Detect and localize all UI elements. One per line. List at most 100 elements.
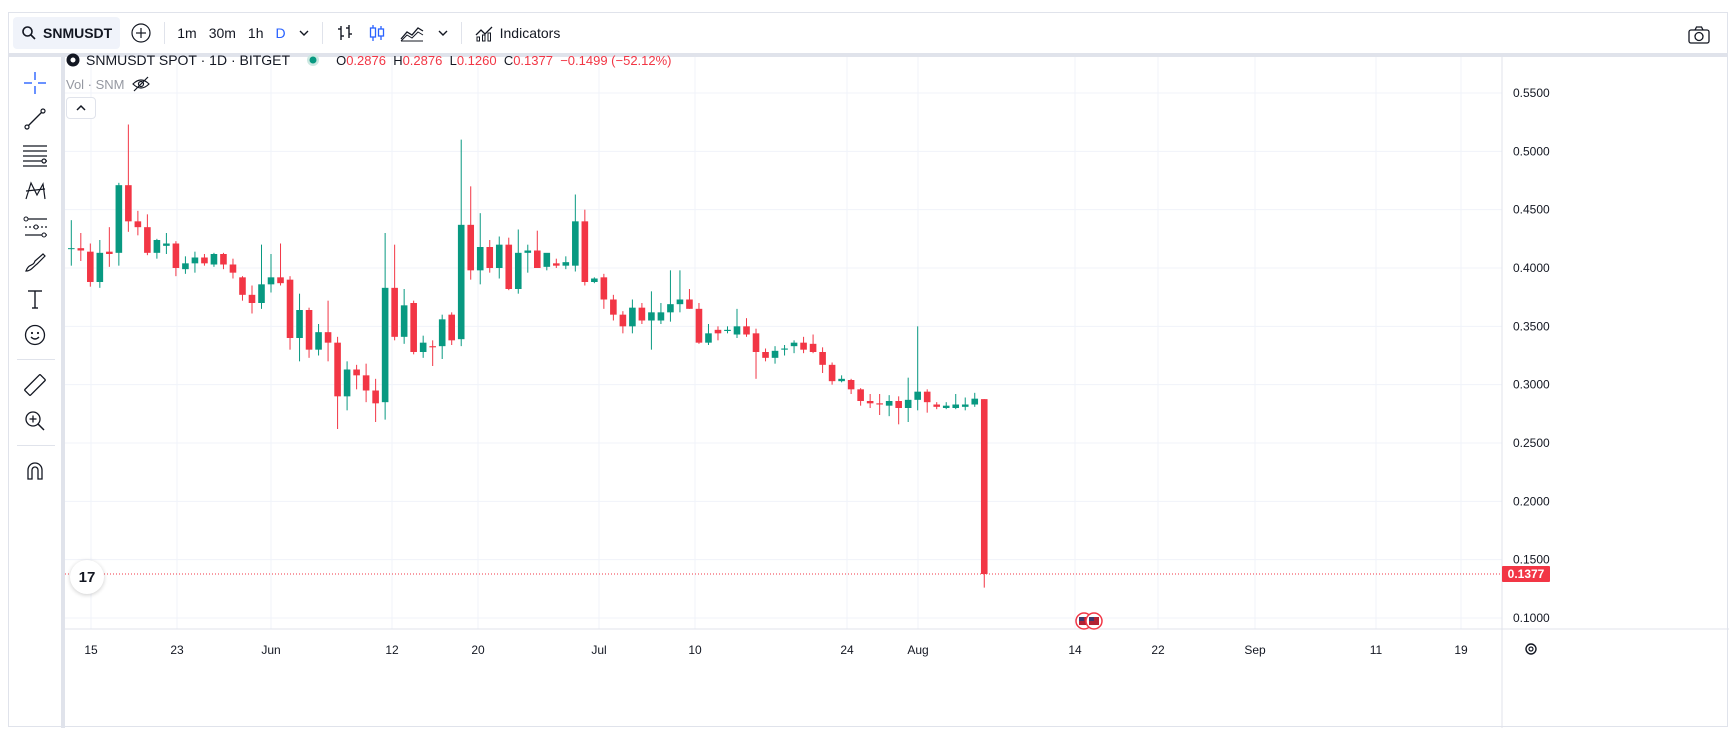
candle-body <box>163 243 170 246</box>
candles-button[interactable] <box>361 17 393 49</box>
candle-body <box>600 277 608 300</box>
text-tool[interactable] <box>21 285 49 313</box>
candle-body <box>324 332 332 343</box>
interval-1h[interactable]: 1h <box>247 25 264 41</box>
ruler-tool[interactable] <box>21 371 49 399</box>
candle-body <box>353 369 360 376</box>
candle-body <box>752 333 760 352</box>
x-tick-label: 20 <box>471 643 485 657</box>
candle-body <box>267 277 275 285</box>
volume-legend: Vol · SNM <box>66 76 151 92</box>
candle-body <box>638 307 646 321</box>
projection-tool[interactable] <box>21 213 49 241</box>
candle-body <box>876 403 883 405</box>
candle-body <box>714 329 722 334</box>
x-tick-label: 24 <box>840 643 854 657</box>
pattern-tool[interactable] <box>21 177 49 205</box>
eye-off-icon[interactable] <box>131 76 151 92</box>
indicators-button[interactable]: Indicators <box>468 17 567 49</box>
chevron-down-icon <box>438 30 448 36</box>
open-label: O <box>336 52 347 68</box>
x-tick-label: Jul <box>591 643 606 657</box>
high-value: 0.2876 <box>402 52 443 68</box>
tradingview-logo[interactable]: 17 <box>70 560 104 594</box>
x-tick-label: Jun <box>261 643 280 657</box>
us-flag-icon <box>1079 617 1084 621</box>
settings-icon <box>1528 646 1534 652</box>
bar-chart-icon <box>337 25 352 40</box>
candle-body <box>885 401 893 406</box>
add-symbol-button[interactable] <box>124 17 158 49</box>
candle-body <box>743 326 750 335</box>
candle-body <box>771 350 779 358</box>
last-price-badge <box>1502 566 1550 583</box>
candle-body <box>191 257 199 264</box>
y-tick-label: 0.5500 <box>1513 86 1550 100</box>
magnet-tool[interactable] <box>21 457 49 485</box>
candle-body <box>305 310 313 350</box>
close-value: 0.1377 <box>513 52 553 68</box>
chart-window: SNMUSDT 1m 30m 1h D Indicators <box>8 12 1729 728</box>
candle-body <box>343 369 351 397</box>
candle-body <box>914 391 921 400</box>
candle-body <box>610 299 617 315</box>
bar-chart-button[interactable] <box>329 17 361 49</box>
y-tick-label: 0.3500 <box>1513 319 1550 333</box>
candle-body <box>505 244 513 289</box>
candle-body <box>96 252 104 282</box>
fib-icon <box>23 145 47 167</box>
collapse-legend-button[interactable] <box>66 97 96 119</box>
high-label: H <box>393 52 403 68</box>
crosshair-icon <box>24 72 46 94</box>
candle-body <box>248 294 256 303</box>
candle-body <box>258 284 265 303</box>
zoom-in-tool[interactable] <box>21 407 49 435</box>
candle-body <box>543 252 551 267</box>
toolbar-divider <box>164 22 166 44</box>
candle-body <box>134 221 142 228</box>
candle-body <box>581 221 589 282</box>
x-tick-label: 12 <box>385 643 399 657</box>
interval-dropdown[interactable] <box>292 17 316 49</box>
trend-line-tool[interactable] <box>21 105 49 133</box>
x-tick-label: 23 <box>170 643 184 657</box>
brush-icon <box>25 253 46 272</box>
candle-body <box>277 277 284 284</box>
candle-body <box>676 299 684 305</box>
candle-body <box>800 342 807 350</box>
chart-type-dropdown[interactable] <box>431 17 455 49</box>
emoji-tool[interactable] <box>21 321 49 349</box>
chevron-up-icon <box>76 104 86 111</box>
brush-tool[interactable] <box>21 249 49 277</box>
low-value: 0.1260 <box>456 52 497 68</box>
candle-body <box>819 352 826 365</box>
candle-body <box>942 405 950 408</box>
y-tick-label: 0.1500 <box>1513 553 1550 567</box>
candle-body <box>933 404 941 407</box>
crosshair-tool[interactable] <box>21 69 49 97</box>
fib-tool[interactable] <box>21 141 49 169</box>
candle-body <box>828 364 836 382</box>
candle-body <box>657 312 665 321</box>
screenshot-button[interactable] <box>1681 19 1717 51</box>
candle-body <box>533 250 541 268</box>
candle-body <box>419 342 427 352</box>
symbol-search-button[interactable]: SNMUSDT <box>13 17 121 49</box>
candle-body <box>87 251 94 282</box>
interval-1m[interactable]: 1m <box>177 25 197 41</box>
volume-label: Vol · SNM <box>66 76 125 92</box>
interval-d[interactable]: D <box>275 25 286 41</box>
candle-body <box>495 244 503 268</box>
candle-body <box>695 308 703 343</box>
chart-pane[interactable]: 0.5500 0.5000 0.4500 0.4000 0.3500 0.3000 0.25… <box>65 57 1729 728</box>
interval-30m[interactable]: 30m <box>208 25 236 41</box>
area-chart-icon <box>400 27 423 42</box>
candle-body <box>334 342 341 397</box>
candle-body <box>362 375 370 391</box>
area-chart-button[interactable] <box>393 17 431 49</box>
chart-legend: SNMUSDT SPOT · 1D · BITGET O0.2876 H0.28… <box>66 52 672 68</box>
candlestick-chart[interactable]: 0.5500 0.5000 0.4500 0.4000 0.3500 0.3000 0.25… <box>65 57 1729 728</box>
x-tick-label: Sep <box>1244 643 1266 657</box>
candle-body <box>524 250 532 253</box>
y-tick-label: 0.2500 <box>1513 436 1550 450</box>
